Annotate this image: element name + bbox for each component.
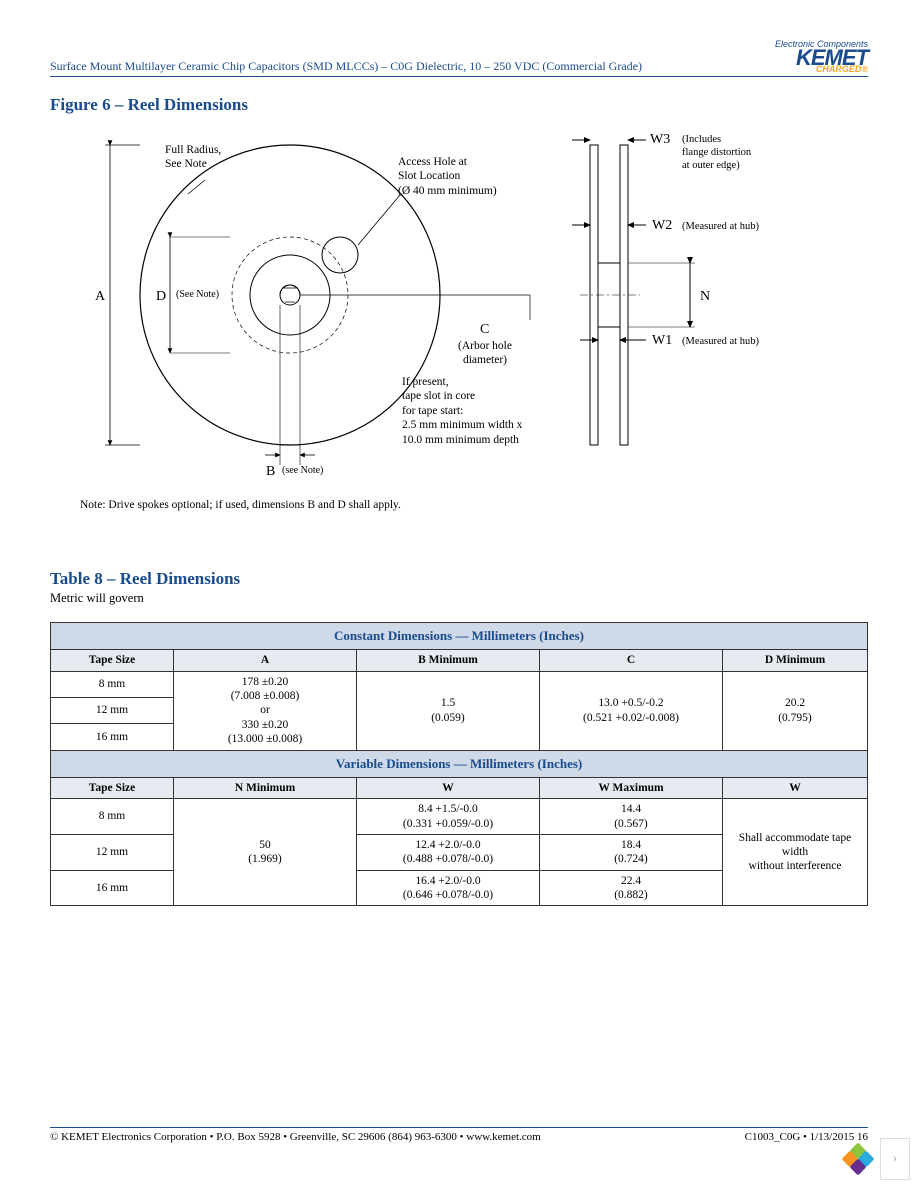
label-tape-slot: If present, tape slot in core for tape s… (402, 375, 522, 447)
label-access-hole: Access Hole at Slot Location (Ø 40 mm mi… (398, 155, 497, 198)
header-title: Surface Mount Multilayer Ceramic Chip Ca… (50, 59, 642, 74)
page-footer: © KEMET Electronics Corporation • P.O. B… (50, 1127, 868, 1143)
next-page-button[interactable]: › (880, 1138, 910, 1180)
col-c: C (540, 650, 723, 671)
kemet-logo: Electronic Components KEMET CHARGED® (775, 40, 868, 74)
label-w2-note: (Measured at hub) (682, 220, 759, 233)
col2-w: W (357, 777, 540, 798)
label-arbor: (Arbor hole diameter) (458, 339, 512, 368)
label-full-radius: Full Radius, See Note (165, 143, 221, 172)
cell2-size-12: 12 mm (51, 834, 174, 870)
col-tape-size: Tape Size (51, 650, 174, 671)
col2-wmax: W Maximum (540, 777, 723, 798)
label-w1: W1 (652, 332, 672, 350)
cell-n: 50 (1.969) (174, 799, 357, 906)
logo-tagline-sub: CHARGED® (775, 65, 868, 74)
footer-left: © KEMET Electronics Corporation • P.O. B… (50, 1131, 541, 1143)
cell-w3: Shall accommodate tape width without int… (723, 799, 868, 906)
cell-a: 178 ±0.20 (7.008 ±0.008) or 330 ±0.20 (1… (174, 671, 357, 750)
cell-wmax-2: 22.4 (0.882) (540, 870, 723, 906)
cell-w-0: 8.4 +1.5/-0.0 (0.331 +0.059/-0.0) (357, 799, 540, 835)
figure-title: Figure 6 – Reel Dimensions (50, 95, 868, 115)
cell-b: 1.5 (0.059) (357, 671, 540, 750)
col2-w3: W (723, 777, 868, 798)
label-n: N (700, 288, 710, 306)
cell-w-2: 16.4 +2.0/-0.0 (0.646 +0.078/-0.0) (357, 870, 540, 906)
label-d: D (156, 288, 166, 306)
label-w3-note: (Includes flange distortion at outer edg… (682, 133, 751, 172)
section-header-2: Variable Dimensions — Millimeters (Inche… (51, 750, 868, 777)
cell-d: 20.2 (0.795) (723, 671, 868, 750)
cell-c: 13.0 +0.5/-0.2 (0.521 +0.02/-0.008) (540, 671, 723, 750)
pager: › (844, 1138, 910, 1180)
col2-n: N Minimum (174, 777, 357, 798)
cell-w-1: 12.4 +2.0/-0.0 (0.488 +0.078/-0.0) (357, 834, 540, 870)
label-d-note: (See Note) (176, 289, 219, 302)
figure-note: Note: Drive spokes optional; if used, di… (80, 499, 868, 511)
cell2-size-8: 8 mm (51, 799, 174, 835)
label-w1-note: (Measured at hub) (682, 335, 759, 348)
label-b: B (266, 463, 275, 481)
col-a: A (174, 650, 357, 671)
section-header-1: Constant Dimensions — Millimeters (Inche… (51, 623, 868, 650)
reel-diagram: Full Radius, See Note Access Hole at Slo… (70, 125, 870, 495)
cell2-size-16: 16 mm (51, 870, 174, 906)
label-b-note: (see Note) (282, 465, 323, 478)
label-a: A (95, 288, 105, 306)
reel-dimensions-table: Constant Dimensions — Millimeters (Inche… (50, 622, 868, 906)
table-title: Table 8 – Reel Dimensions (50, 569, 868, 589)
col-d: D Minimum (723, 650, 868, 671)
col-b: B Minimum (357, 650, 540, 671)
cell-wmax-1: 18.4 (0.724) (540, 834, 723, 870)
col2-tape-size: Tape Size (51, 777, 174, 798)
cell-size-12: 12 mm (51, 697, 174, 723)
table-subnote: Metric will govern (50, 591, 868, 606)
page-header: Surface Mount Multilayer Ceramic Chip Ca… (50, 40, 868, 77)
cell-size-8: 8 mm (51, 671, 174, 697)
pager-logo-icon (844, 1145, 872, 1173)
cell-size-16: 16 mm (51, 724, 174, 750)
label-w3: W3 (650, 131, 670, 149)
label-c: C (480, 321, 489, 339)
cell-wmax-0: 14.4 (0.567) (540, 799, 723, 835)
label-w2: W2 (652, 217, 672, 235)
